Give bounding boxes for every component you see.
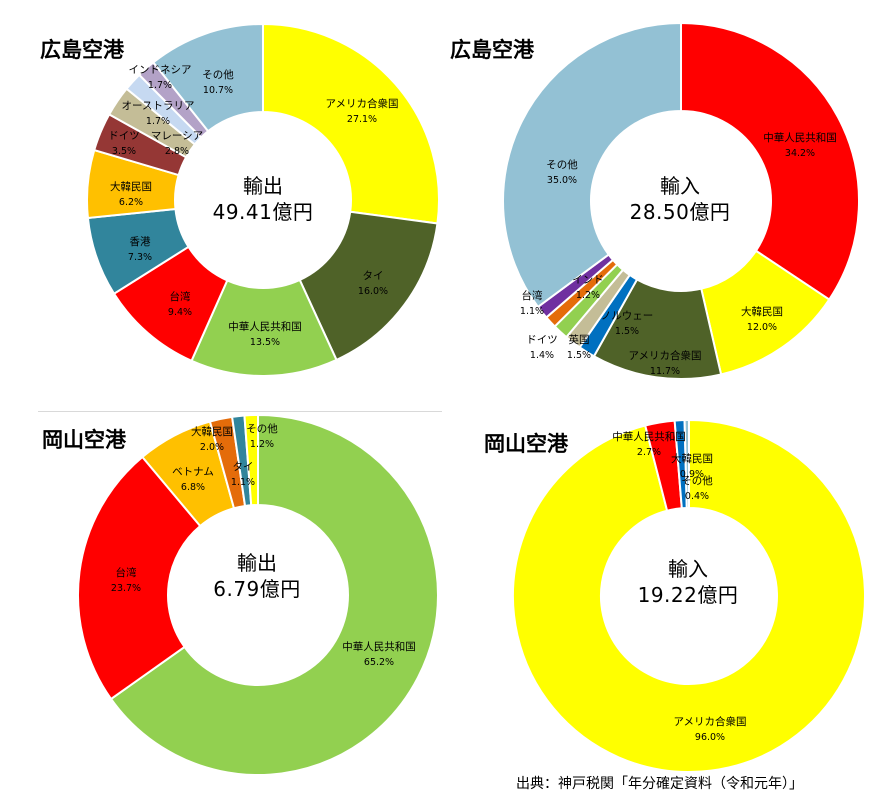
slice-label: 大韓民国 (110, 180, 152, 193)
slice-1 (109, 413, 439, 776)
slice-label: 中華人民共和国 (612, 430, 686, 443)
slice-9 (502, 21, 682, 309)
slice-percent: 1.7% (148, 80, 172, 91)
center-kind: 輸出 (243, 174, 283, 198)
hiroshima-export-donut: アメリカ合衆国 27.1% タイ 16.0% 中華人民共和国 13.5% 台湾 9.4% 香港 7… (86, 22, 440, 377)
slice-percent: 1.7% (146, 116, 170, 127)
hiroshima-export-chart: アメリカ合衆国 27.1% タイ 16.0% 中華人民共和国 13.5% 台湾 9.4% 香港 7… (0, 0, 445, 400)
slice-label: マレーシア (151, 130, 203, 142)
slice-11 (151, 22, 264, 133)
slice-percent: 16.0% (358, 286, 388, 297)
slice-label: 大韓民国 (741, 305, 783, 318)
slice-percent: 96.0% (695, 732, 725, 743)
slice-1 (680, 21, 860, 301)
slice-percent: 2.7% (637, 447, 661, 458)
okayama-export-center: 輸出 6.79億円 (197, 550, 317, 602)
slice-2 (77, 455, 202, 701)
slice-label: インド (572, 274, 604, 286)
slice-2 (298, 210, 439, 362)
slice-percent: 11.7% (650, 366, 680, 377)
divider-line (38, 411, 442, 412)
slice-percent: 9.4% (168, 307, 192, 318)
slice-1 (262, 22, 440, 225)
center-kind: 輸入 (660, 174, 700, 198)
slice-label: オーストラリア (122, 100, 195, 112)
slice-label: タイ (363, 270, 384, 282)
slice-label: アメリカ合衆国 (674, 715, 747, 728)
slice-label: 中華人民共和国 (228, 320, 302, 333)
center-total: 19.22億円 (637, 583, 739, 607)
slice-label: 大韓民国 (671, 452, 713, 465)
okayama-import-center: 輸入 19.22億円 (628, 556, 748, 608)
slice-label: 中華人民共和国 (763, 131, 837, 144)
hiroshima-import-chart: 中華人民共和国 34.2% 大韓民国 12.0% アメリカ合衆国 11.7% ノルウェー 1.… (502, 21, 860, 380)
slice-percent: 7.3% (128, 252, 152, 263)
slice-percent: 0.4% (685, 491, 709, 502)
slice-label: ノルウェー (601, 310, 654, 322)
slice-label: 中華人民共和国 (342, 640, 416, 653)
okayama-export-chart: 中華人民共和国 65.2% 台湾 23.7% ベトナム 6.8% 大韓民国 2.0% タイ 1.1… (77, 413, 439, 776)
slice-percent: 65.2% (364, 657, 394, 668)
slice-percent: 3.5% (112, 146, 136, 157)
slice-6 (243, 413, 259, 507)
okayama-import-title: 岡山空港 (484, 432, 568, 456)
slice-label: 台湾 (522, 289, 543, 302)
slice-label: インドネシア (129, 64, 192, 76)
slice-4 (683, 418, 690, 510)
slice-percent: 27.1% (347, 114, 377, 125)
slice-percent: 2.0% (200, 442, 224, 453)
slice-label: アメリカ合衆国 (326, 97, 399, 110)
slice-label: タイ (233, 461, 254, 473)
slice-percent: 1.4% (530, 350, 554, 361)
hiroshima-import-donut: 中華人民共和国34.2%大韓民国12.0%アメリカ合衆国11.7%ノルウェー1.… (502, 21, 860, 380)
slice-label: 大韓民国 (191, 425, 233, 438)
slice-1 (512, 418, 866, 773)
okayama-export-donut: 中華人民共和国 65.2% 台湾 23.7% ベトナム 6.8% 大韓民国 2.0% タイ 1.1… (77, 413, 439, 776)
slice-percent: 10.7% (203, 85, 233, 96)
slice-label: 台湾 (170, 290, 191, 303)
hiroshima-export-title: 広島空港 (40, 38, 124, 62)
slice-label: 英国 (569, 333, 590, 346)
center-total: 6.79億円 (213, 577, 301, 601)
slice-label: ベトナム (172, 466, 214, 478)
slice-percent: 1.5% (567, 350, 591, 361)
hiroshima-import-title: 広島空港 (450, 38, 534, 62)
okayama-export-title: 岡山空港 (42, 428, 126, 452)
slice-label: 台湾 (116, 566, 137, 579)
slice-label: その他 (202, 68, 234, 81)
center-kind: 輸出 (237, 551, 277, 575)
slice-label: その他 (546, 158, 578, 171)
slice-label: ドイツ (108, 130, 140, 142)
slice-percent: 35.0% (547, 175, 577, 186)
hiroshima-import-center: 輸入 28.50億円 (620, 173, 740, 225)
slice-percent: 1.2% (250, 439, 274, 450)
center-kind: 輸入 (668, 557, 708, 581)
slice-percent: 1.1% (520, 306, 544, 317)
source-note: 出典：神戸税関「年分確定資料（令和元年）」 (516, 776, 803, 792)
slice-label: 香港 (130, 236, 151, 248)
center-total: 49.41億円 (212, 200, 314, 224)
slice-label: その他 (246, 422, 278, 435)
slice-percent: 6.2% (119, 197, 143, 208)
slice-percent: 1.1% (231, 477, 255, 488)
slice-percent: 1.2% (576, 290, 600, 301)
slice-percent: 13.5% (250, 337, 280, 348)
slice-percent: 34.2% (785, 148, 815, 159)
slice-label: アメリカ合衆国 (629, 349, 702, 362)
center-total: 28.50億円 (629, 200, 731, 224)
slice-percent: 12.0% (747, 322, 777, 333)
slice-label: ドイツ (526, 334, 558, 346)
slice-percent: 6.8% (181, 482, 205, 493)
slice-label: その他 (681, 474, 713, 487)
slice-percent: 0.9% (680, 469, 704, 480)
slice-percent: 2.8% (165, 146, 189, 157)
hiroshima-export-center: 輸出 49.41億円 (203, 173, 323, 225)
slice-percent: 23.7% (111, 583, 141, 594)
slice-percent: 1.5% (615, 326, 639, 337)
